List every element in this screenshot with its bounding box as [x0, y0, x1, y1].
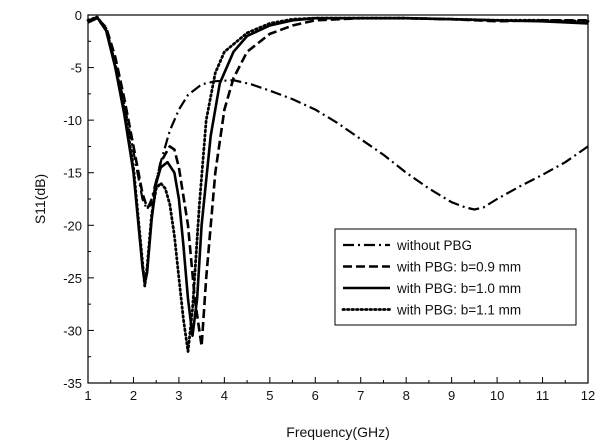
y-tick-label: -35: [63, 376, 82, 391]
y-tick-label: -15: [63, 166, 82, 181]
y-axis-title: S11(dB): [32, 174, 48, 224]
x-tick-label: 12: [581, 388, 595, 403]
legend-label: with PBG: b=0.9 mm: [396, 260, 521, 275]
x-tick-label: 11: [536, 388, 550, 403]
y-tick-label: -5: [70, 61, 82, 76]
y-tick-label: -20: [63, 218, 82, 233]
x-tick-label: 10: [490, 388, 504, 403]
legend-box: [334, 228, 577, 326]
series-line: [87, 17, 589, 211]
tick-labels: 1 2 3 4 5 6 7 8 9 10 11 120-5-10-15-20-25-30-35: [63, 8, 595, 403]
legend: without PBG with PBG: b=0.9 mm with PBG: b…: [334, 228, 577, 326]
y-tick-label: -30: [63, 323, 82, 338]
x-tick-label: 2: [130, 388, 137, 403]
y-tick-label: -25: [63, 271, 82, 286]
legend-label: with PBG: b=1.0 mm: [396, 281, 521, 296]
legend-label: without PBG: [396, 238, 472, 253]
series-lines: [86, 15, 590, 353]
plot-frame: [87, 14, 589, 384]
x-tick-label: 3: [175, 388, 182, 403]
x-tick-label: 6: [312, 388, 319, 403]
y-tick-label: 0: [75, 8, 82, 23]
x-tick-label: 1: [84, 388, 91, 403]
x-tick-label: 4: [221, 388, 228, 403]
x-axis-title: Frequency(GHz): [286, 424, 389, 440]
x-tick-label: 8: [403, 388, 410, 403]
axis-ticks: [87, 14, 589, 384]
x-tick-label: 9: [448, 388, 455, 403]
x-tick-label: 5: [266, 388, 273, 403]
x-tick-label: 7: [357, 388, 364, 403]
y-tick-label: -10: [63, 113, 82, 128]
series-line: [86, 15, 590, 353]
legend-label: with PBG: b=1.1 mm: [396, 303, 521, 318]
